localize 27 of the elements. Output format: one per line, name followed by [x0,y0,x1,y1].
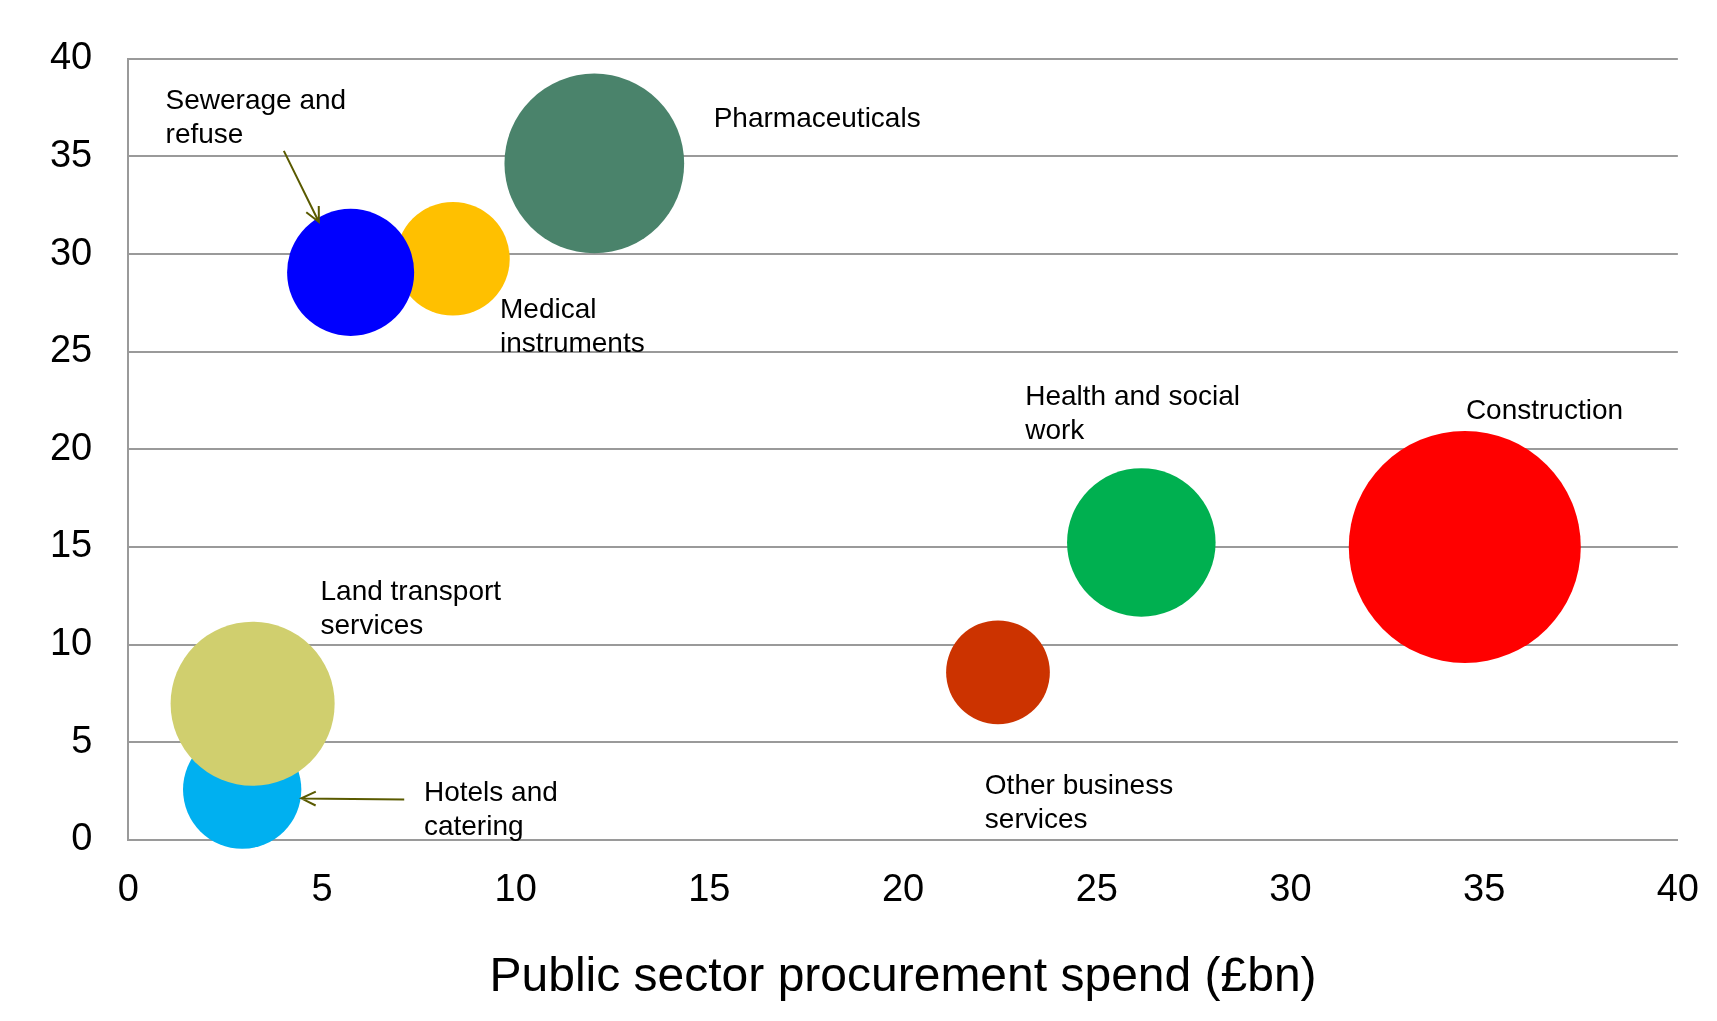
x-tick-label: 25 [1075,867,1118,910]
x-axis-title: Public sector procurement spend (£bn) [489,948,1317,1002]
series-label: Medical instruments [499,292,645,358]
x-tick-label: 0 [117,867,139,910]
series-label: Pharmaceuticals [713,102,921,134]
x-tick-label: 30 [1269,867,1312,910]
series-label: Other business services [984,768,1174,834]
y-tick-label: 40 [49,35,93,78]
x-tick-label: 15 [688,867,731,910]
y-tick-label: 35 [49,132,93,175]
y-tick-label: 0 [71,816,93,859]
x-tick-label: 10 [494,867,537,910]
text: Sewerage and refuse [165,84,347,150]
x-tick-label: 40 [1656,867,1700,910]
y-tick-label: 30 [49,230,93,273]
y-tick-label: 25 [49,328,93,371]
series-label: Land transport services [320,574,502,640]
text: Hotels and catering [423,776,558,842]
y-tick-label: 5 [71,718,93,761]
x-tick-label: 35 [1463,867,1506,910]
y-tick-label: 15 [49,523,93,566]
y-tick-label: 20 [49,425,93,468]
x-tick-label: 20 [881,867,925,910]
series-label: Health and social work [1024,380,1241,446]
series-label: Construction [1465,393,1624,425]
x-tick-label: 5 [311,867,333,910]
y-tick-label: 10 [49,621,93,664]
